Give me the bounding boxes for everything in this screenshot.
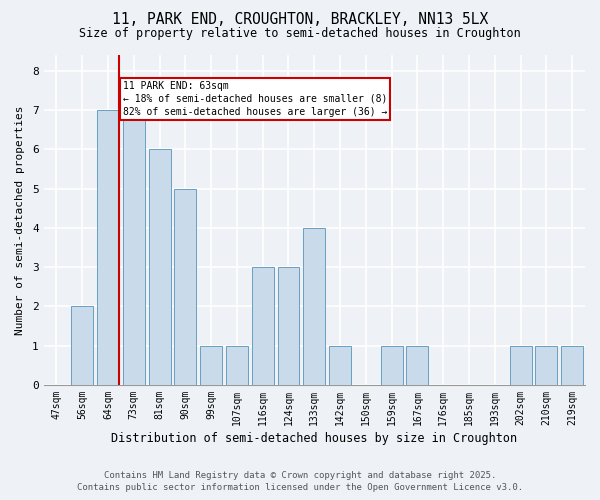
- Bar: [71, 306, 93, 385]
- Text: 11, PARK END, CROUGHTON, BRACKLEY, NN13 5LX: 11, PARK END, CROUGHTON, BRACKLEY, NN13 …: [112, 12, 488, 28]
- Bar: [304, 228, 325, 385]
- Bar: [97, 110, 119, 385]
- Text: Contains HM Land Registry data © Crown copyright and database right 2025.
Contai: Contains HM Land Registry data © Crown c…: [77, 471, 523, 492]
- Bar: [200, 346, 222, 385]
- Bar: [561, 346, 583, 385]
- Bar: [278, 267, 299, 385]
- Bar: [380, 346, 403, 385]
- Bar: [226, 346, 248, 385]
- Bar: [509, 346, 532, 385]
- Bar: [123, 110, 145, 385]
- Bar: [535, 346, 557, 385]
- Text: Size of property relative to semi-detached houses in Croughton: Size of property relative to semi-detach…: [79, 28, 521, 40]
- Bar: [149, 150, 170, 385]
- Bar: [406, 346, 428, 385]
- Bar: [329, 346, 351, 385]
- Bar: [175, 188, 196, 385]
- Text: 11 PARK END: 63sqm
← 18% of semi-detached houses are smaller (8)
82% of semi-det: 11 PARK END: 63sqm ← 18% of semi-detache…: [123, 80, 387, 117]
- Y-axis label: Number of semi-detached properties: Number of semi-detached properties: [15, 105, 25, 334]
- X-axis label: Distribution of semi-detached houses by size in Croughton: Distribution of semi-detached houses by …: [111, 432, 517, 445]
- Bar: [252, 267, 274, 385]
